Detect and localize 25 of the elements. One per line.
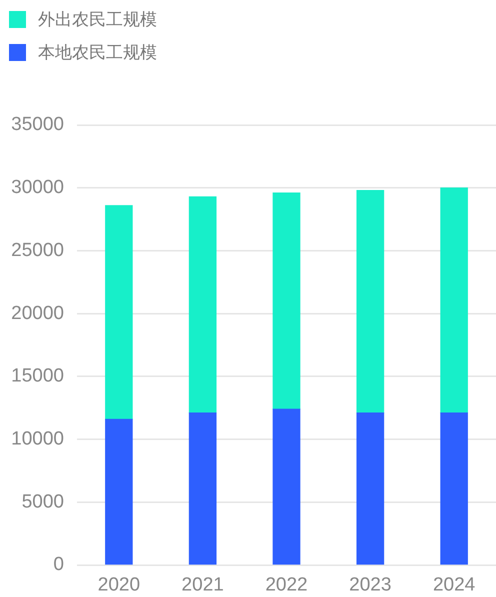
bar (105, 418, 133, 565)
x-tick-label: 2021 (182, 574, 224, 596)
bar (188, 412, 217, 565)
bar (356, 412, 384, 565)
y-tick-label: 0 (53, 554, 64, 576)
legend-label: 本地农民工规模 (38, 42, 157, 64)
x-tick-label: 2023 (349, 574, 392, 596)
bar (188, 196, 217, 414)
y-tick-label: 5000 (22, 491, 64, 512)
x-tick-label: 2020 (98, 574, 140, 596)
y-tick-label: 20000 (11, 302, 64, 324)
y-tick-label: 15000 (11, 366, 64, 387)
bar (356, 190, 384, 414)
bar (272, 408, 300, 565)
bar (440, 188, 468, 414)
bar (105, 205, 133, 420)
y-tick-label: 25000 (11, 240, 64, 261)
bar (272, 192, 300, 410)
x-tick-label: 2022 (265, 574, 308, 596)
y-tick-label: 10000 (11, 428, 64, 450)
x-tick-label: 2024 (432, 574, 476, 596)
bar (440, 412, 468, 565)
legend-label: 外出农民工规模 (38, 9, 157, 31)
y-tick-label: 35000 (11, 114, 64, 136)
y-tick-label: 30000 (11, 177, 64, 198)
